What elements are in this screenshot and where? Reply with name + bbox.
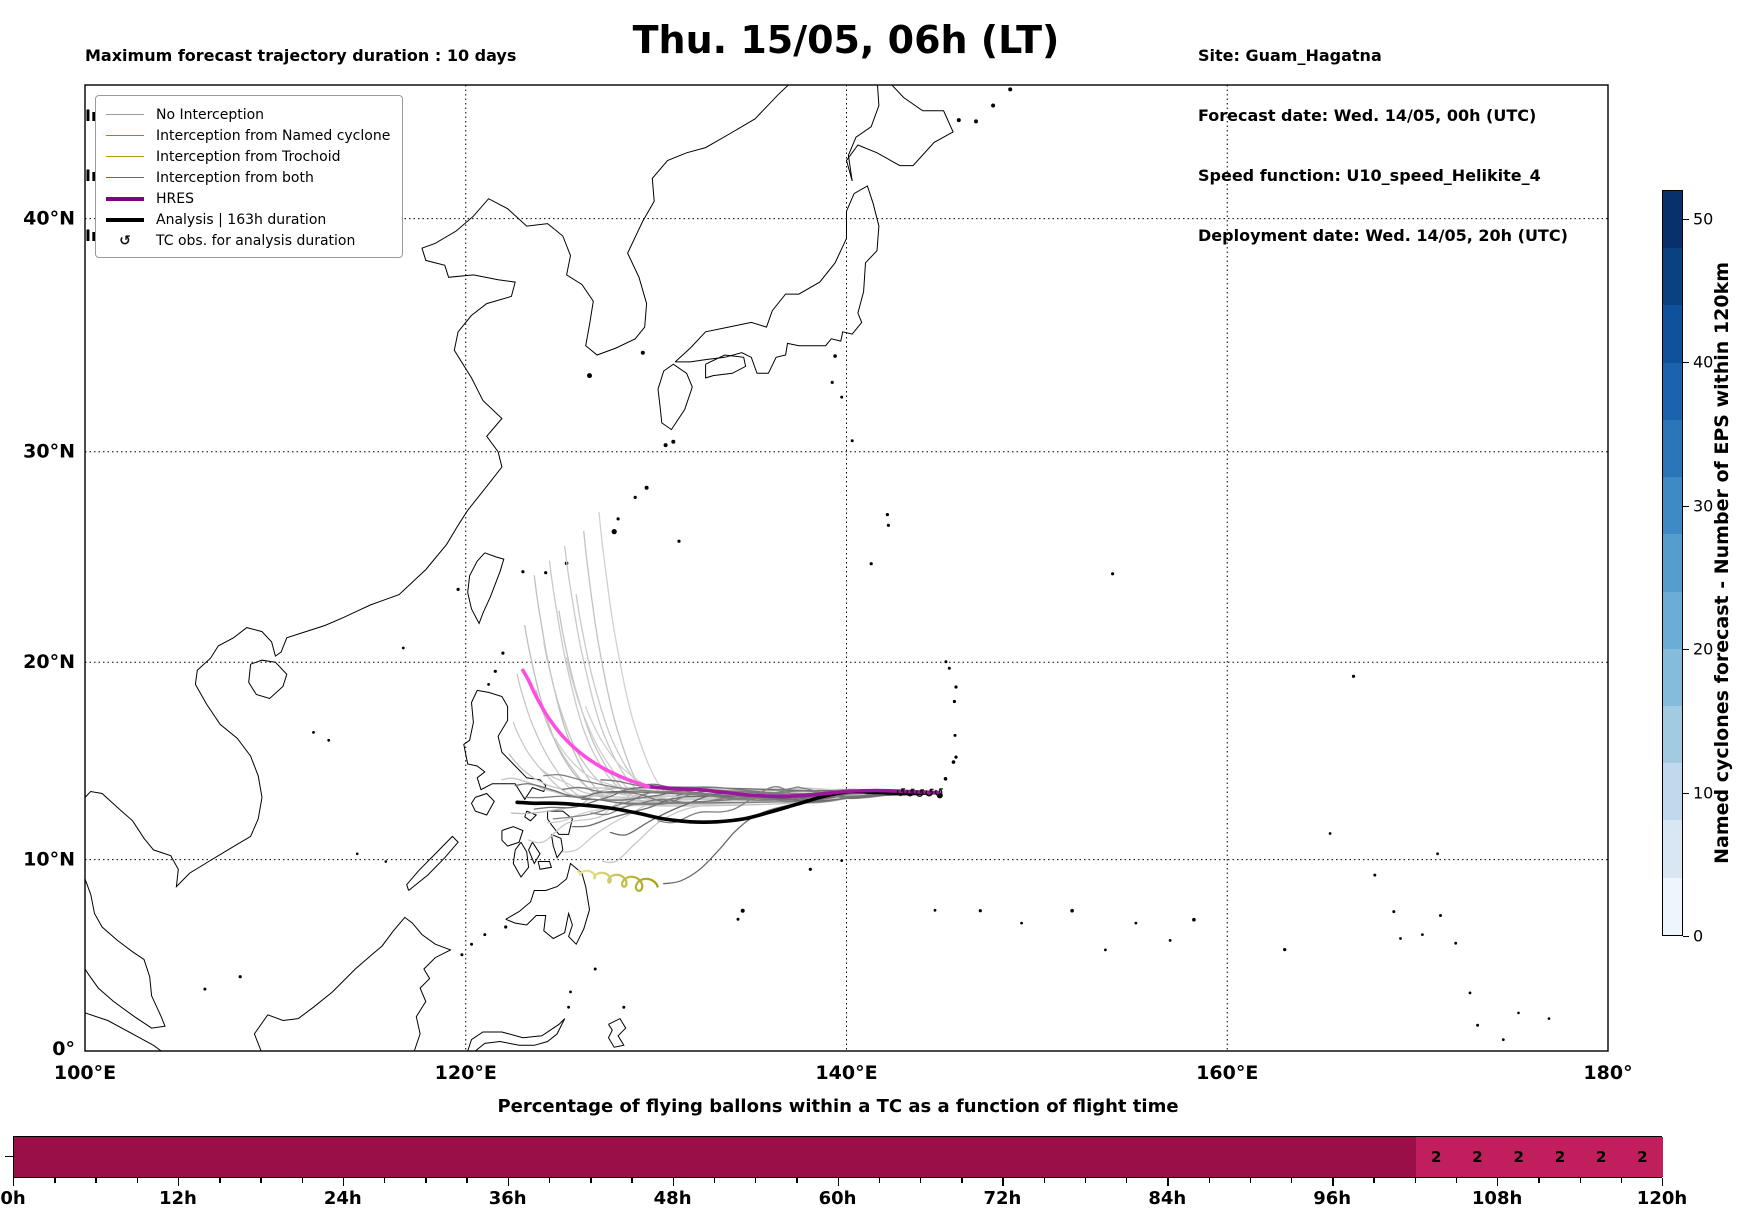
trochoid-track xyxy=(577,869,659,892)
info-line: Maximum forecast trajectory duration : 1… xyxy=(85,46,517,65)
bottom-x-tick-label: 12h xyxy=(158,1188,197,1209)
legend-label: Analysis | 163h duration xyxy=(156,211,327,228)
legend-line-sample xyxy=(106,114,144,115)
page-title: Thu. 15/05, 06h (LT) xyxy=(632,18,1060,62)
tc-obs-markers: ↺↺↺↺↺ xyxy=(896,786,944,801)
legend-label: HRES xyxy=(156,190,194,207)
bottom-x-tick-label: 108h xyxy=(1471,1188,1523,1209)
bottom-x-tick-label: 36h xyxy=(488,1188,527,1209)
colorbar-tick-label: 40 xyxy=(1693,352,1714,372)
y-tick-label: 20°N xyxy=(23,651,75,673)
x-tick-label: 120°E xyxy=(435,1062,497,1084)
y-tick-label: 40°N xyxy=(23,208,75,230)
axis-tick-labels: 100°E 120°E 140°E 160°E 180° 0° 10°N 20°N 30°N 40… xyxy=(23,208,1632,1084)
bottom-x-tick-label: 0h xyxy=(0,1188,26,1209)
tc-obs-icon: ↺ xyxy=(119,232,131,249)
legend-label: Interception from Named cyclone xyxy=(156,127,391,144)
colorbar-tick-label: 0 xyxy=(1693,926,1704,946)
legend-line-sample xyxy=(106,135,144,136)
legend-item: Interception from Named cyclone xyxy=(106,125,392,146)
info-line: Deployment date: Wed. 14/05, 20h (UTC) xyxy=(1198,226,1568,245)
y-tick-label: 0° xyxy=(52,1038,75,1060)
colorbar xyxy=(1662,190,1683,936)
map-frame xyxy=(84,84,1609,1052)
x-tick-label: 180° xyxy=(1583,1062,1632,1084)
flight-time-bar: 2 2 2 2 2 2 xyxy=(13,1136,1663,1178)
legend-label: No Interception xyxy=(156,106,265,123)
svg-text:↺: ↺ xyxy=(915,787,925,801)
bottom-chart-title: Percentage of flying ballons within a TC… xyxy=(497,1096,1179,1117)
x-tick-label: 160°E xyxy=(1196,1062,1258,1084)
bar-value-label: 2 xyxy=(1513,1148,1524,1166)
svg-text:↺: ↺ xyxy=(905,786,915,800)
colorbar-tick-label: 20 xyxy=(1693,639,1714,659)
bottom-x-tick-label: 24h xyxy=(323,1188,362,1209)
info-line: Speed function: U10_speed_Helikite_4 xyxy=(1198,166,1541,185)
colorbar-tick-label: 10 xyxy=(1693,783,1714,803)
bar-value-label: 2 xyxy=(1637,1148,1648,1166)
hres-track xyxy=(521,668,940,799)
legend-box: No Interception Interception from Named c… xyxy=(95,95,403,258)
legend-line-sample xyxy=(106,156,144,157)
legend-line-sample xyxy=(106,196,144,201)
legend-label: Interception from both xyxy=(156,169,314,186)
info-block-right: Site: Guam_Hagatna Forecast date: Wed. 1… xyxy=(1198,6,1568,286)
bar-value-label: 2 xyxy=(1472,1148,1483,1166)
bar-segment-no-tc xyxy=(14,1137,1416,1177)
bottom-x-tick-label: 120h xyxy=(1636,1188,1688,1209)
colorbar-tick-label: 50 xyxy=(1693,209,1714,229)
island-dots xyxy=(203,87,1551,1041)
legend-label: TC obs. for analysis duration xyxy=(156,232,356,249)
bottom-x-tick-label: 84h xyxy=(1148,1188,1187,1209)
legend-item: No Interception xyxy=(106,104,392,125)
bottom-chart-ytick xyxy=(5,1156,13,1158)
bottom-x-tick-label: 48h xyxy=(653,1188,692,1209)
info-line: Site: Guam_Hagatna xyxy=(1198,46,1382,65)
bottom-x-tick-label: 96h xyxy=(1313,1188,1352,1209)
y-tick-label: 10°N xyxy=(23,849,75,871)
legend-item: Interception from both xyxy=(106,167,392,188)
bar-value-label: 2 xyxy=(1554,1148,1566,1166)
legend-item: Interception from Trochoid xyxy=(106,146,392,167)
x-tick-label: 100°E xyxy=(54,1062,116,1084)
y-tick-label: 30°N xyxy=(23,441,75,463)
info-line: Forecast date: Wed. 14/05, 00h (UTC) xyxy=(1198,106,1537,125)
x-tick-label: 140°E xyxy=(815,1062,877,1084)
bar-segment-in-tc xyxy=(1415,1137,1663,1177)
bar-value-label: 2 xyxy=(1431,1148,1442,1166)
svg-text:↺: ↺ xyxy=(924,786,934,800)
coastline xyxy=(85,85,954,1051)
eps-trajectories-no-interception xyxy=(501,511,939,864)
legend-item: ↺ TC obs. for analysis duration xyxy=(106,230,392,251)
bottom-x-tick-label: 72h xyxy=(983,1188,1022,1209)
bar-value-label: 2 xyxy=(1595,1148,1607,1166)
colorbar-tick-label: 30 xyxy=(1693,496,1714,516)
colorbar-label: Named cyclones forecast - Number of EPS … xyxy=(1711,262,1733,864)
legend-item: Analysis | 163h duration xyxy=(106,209,392,230)
legend-item: HRES xyxy=(106,188,392,209)
legend-line-sample xyxy=(106,177,144,178)
bottom-x-tick-label: 60h xyxy=(818,1188,857,1209)
svg-text:↺: ↺ xyxy=(896,786,906,800)
svg-text:↺: ↺ xyxy=(934,786,944,800)
legend-line-sample xyxy=(106,217,144,222)
legend-label: Interception from Trochoid xyxy=(156,148,341,165)
